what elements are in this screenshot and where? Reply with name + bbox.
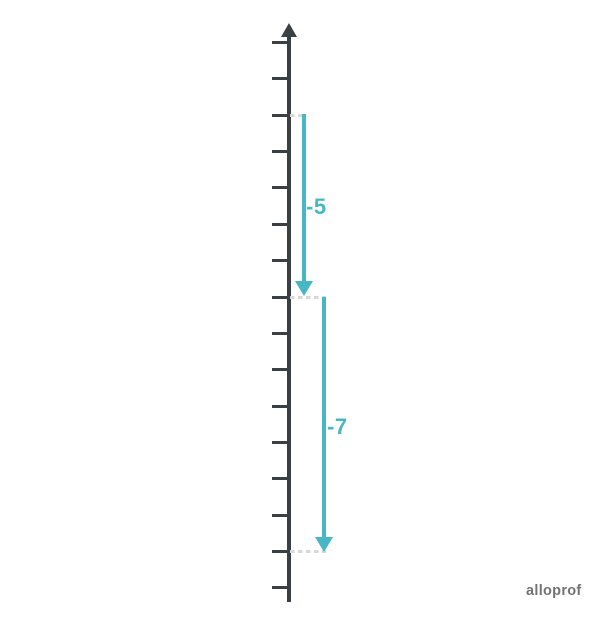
- tick-mark: [271, 368, 291, 372]
- tick-mark: [271, 331, 291, 335]
- axis-up-arrowhead-icon: [280, 23, 297, 37]
- tick-mark: [271, 477, 291, 481]
- tick-mark: [271, 113, 291, 117]
- tick-mark: [271, 586, 291, 590]
- tick-mark: [271, 513, 291, 517]
- alloprof-watermark: alloprof: [526, 583, 582, 599]
- tick-mark: [271, 222, 291, 226]
- dashed-guide-jump1-end-jump2-start: [290, 295, 326, 299]
- jump1-arrow-shaft: [301, 114, 306, 281]
- number-line-axis: [286, 30, 291, 602]
- tick-mark: [271, 549, 291, 553]
- tick-mark: [271, 440, 291, 444]
- jump2-down-arrowhead-icon: [315, 536, 333, 552]
- jump1-label: -5: [306, 194, 327, 219]
- dashed-guide-jump2-end: [290, 549, 326, 553]
- tick-mark: [271, 295, 291, 299]
- jump2-label: -7: [327, 414, 348, 439]
- tick-mark: [271, 259, 291, 263]
- jump1-down-arrowhead-icon: [294, 281, 313, 296]
- tick-mark: [271, 150, 291, 154]
- jump2-arrow-shaft: [322, 297, 326, 537]
- dashed-guide-jump1-start: [290, 113, 306, 117]
- tick-mark: [271, 404, 291, 408]
- tick-mark: [271, 41, 291, 44]
- tick-mark: [271, 186, 291, 190]
- tick-mark: [271, 77, 291, 81]
